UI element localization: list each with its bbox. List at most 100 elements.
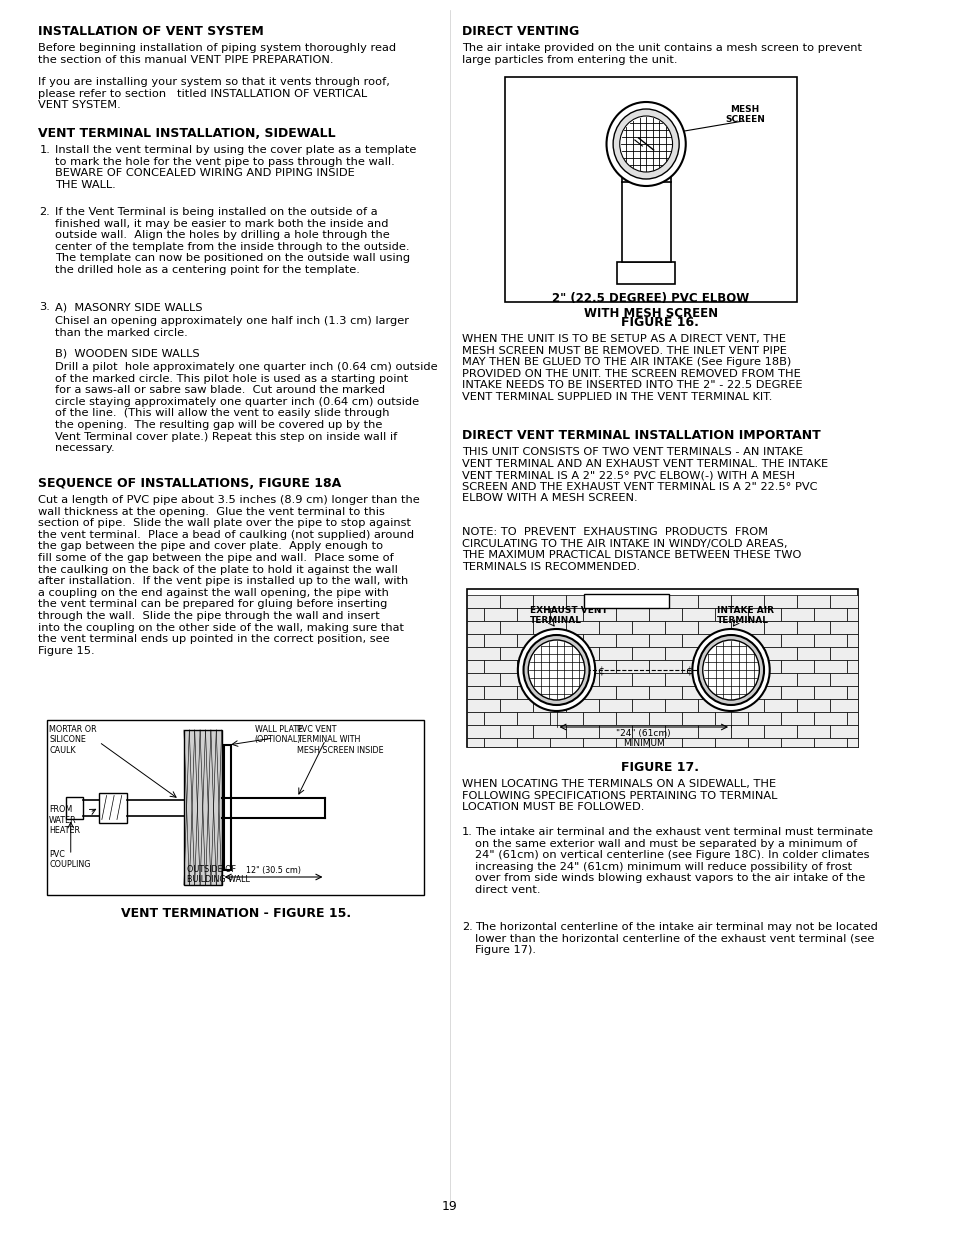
Text: ¢: ¢ (684, 666, 691, 676)
Text: 3.: 3. (40, 303, 51, 312)
Bar (565, 621, 598, 634)
Bar (533, 647, 565, 659)
Bar (747, 739, 781, 747)
Bar (582, 608, 616, 621)
Text: DIRECT VENTING: DIRECT VENTING (461, 25, 578, 38)
Text: If you are installing your system so that it vents through roof,
please refer to: If you are installing your system so tha… (38, 77, 389, 110)
Bar (466, 595, 499, 608)
Bar (517, 634, 549, 647)
Text: EXHAUST VENT
TERMINAL: EXHAUST VENT TERMINAL (530, 605, 607, 625)
Bar (466, 634, 483, 647)
Bar (763, 647, 796, 659)
Bar (813, 713, 846, 725)
Bar (796, 595, 829, 608)
Bar (466, 673, 499, 685)
Bar (517, 739, 549, 747)
Bar (781, 739, 813, 747)
Bar (698, 621, 730, 634)
Bar (829, 647, 858, 659)
Bar (499, 621, 533, 634)
Bar (517, 713, 549, 725)
Bar (747, 659, 781, 673)
Text: 2.: 2. (40, 207, 51, 217)
Bar (730, 699, 763, 713)
Bar (698, 673, 730, 685)
Bar (466, 589, 858, 747)
Bar (846, 608, 858, 621)
Bar (631, 621, 664, 634)
Bar (466, 699, 499, 713)
Bar (648, 659, 681, 673)
Bar (796, 673, 829, 685)
Bar (483, 713, 517, 725)
Bar (763, 595, 796, 608)
Bar (664, 725, 698, 739)
Bar (466, 739, 483, 747)
Bar (598, 725, 631, 739)
Bar (763, 673, 796, 685)
Bar (631, 595, 664, 608)
Bar (483, 634, 517, 647)
Bar (664, 647, 698, 659)
Bar (565, 595, 598, 608)
Bar (499, 647, 533, 659)
Bar (813, 659, 846, 673)
Bar (730, 621, 763, 634)
Bar (621, 182, 670, 262)
Bar (714, 659, 747, 673)
Bar (617, 262, 675, 284)
Bar (631, 725, 664, 739)
Bar (483, 739, 517, 747)
Bar (747, 634, 781, 647)
Bar (184, 730, 221, 885)
Text: WALL PLATE
(OPTIONAL): WALL PLATE (OPTIONAL) (254, 725, 302, 745)
Bar (796, 621, 829, 634)
Text: 19: 19 (441, 1200, 457, 1213)
Bar (533, 673, 565, 685)
Bar (664, 699, 698, 713)
Bar (616, 634, 648, 647)
Bar (681, 685, 714, 699)
Text: THIS UNIT CONSISTS OF TWO VENT TERMINALS - AN INTAKE
VENT TERMINAL AND AN EXHAUS: THIS UNIT CONSISTS OF TWO VENT TERMINALS… (461, 447, 827, 504)
Bar (681, 739, 714, 747)
Bar (846, 713, 858, 725)
Bar (829, 725, 858, 739)
Bar (616, 659, 648, 673)
Bar (598, 673, 631, 685)
Bar (517, 685, 549, 699)
Bar (549, 713, 582, 725)
Bar (648, 713, 681, 725)
Bar (616, 713, 648, 725)
Circle shape (606, 103, 685, 186)
Bar (781, 659, 813, 673)
Bar (648, 739, 681, 747)
Bar (747, 608, 781, 621)
Bar (747, 685, 781, 699)
Bar (631, 647, 664, 659)
Bar (781, 713, 813, 725)
Circle shape (698, 635, 763, 705)
Bar (466, 713, 483, 725)
Bar (631, 699, 664, 713)
Bar (681, 659, 714, 673)
Bar (846, 659, 858, 673)
Bar (631, 673, 664, 685)
Bar (598, 621, 631, 634)
Bar (499, 595, 533, 608)
Text: 1.: 1. (40, 144, 51, 156)
Text: B)  WOODEN SIDE WALLS: B) WOODEN SIDE WALLS (54, 348, 199, 358)
Bar (730, 673, 763, 685)
Circle shape (517, 629, 595, 711)
Bar (698, 595, 730, 608)
Bar (582, 685, 616, 699)
Text: MORTAR OR
SILICONE
CAULK: MORTAR OR SILICONE CAULK (49, 725, 96, 755)
Bar (681, 634, 714, 647)
Text: SEQUENCE OF INSTALLATIONS, FIGURE 18A: SEQUENCE OF INSTALLATIONS, FIGURE 18A (38, 477, 340, 490)
Bar (549, 685, 582, 699)
Bar (616, 685, 648, 699)
Bar (616, 739, 648, 747)
Bar (763, 725, 796, 739)
Circle shape (613, 109, 679, 179)
Text: SIDEWALL: SIDEWALL (598, 597, 654, 606)
Bar (781, 608, 813, 621)
